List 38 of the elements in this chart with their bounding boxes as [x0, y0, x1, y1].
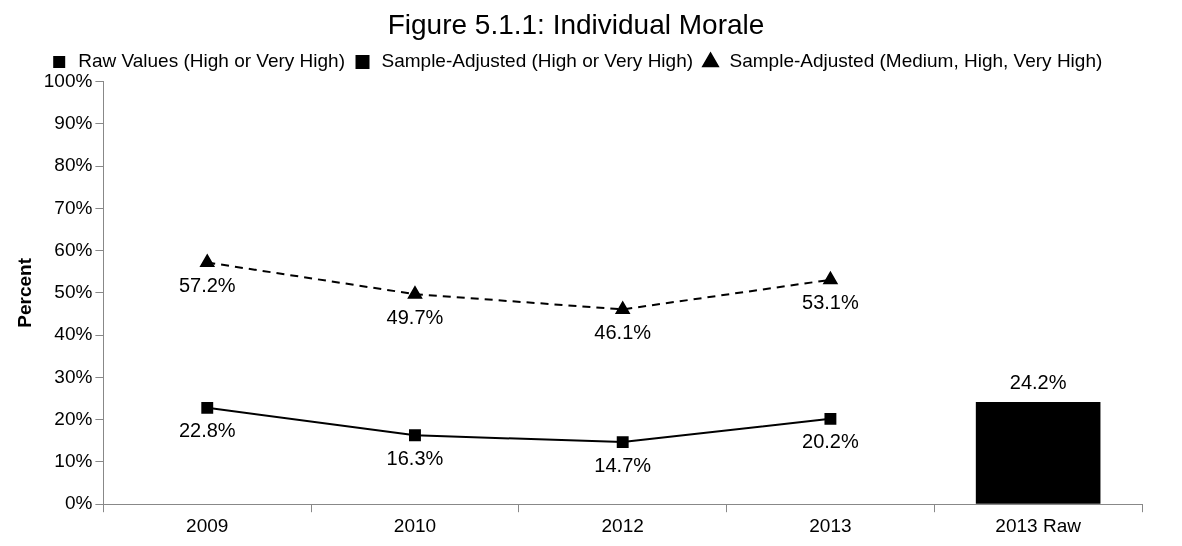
- point: [407, 286, 423, 299]
- y-tick-label: 10%: [54, 450, 93, 472]
- data-label: 20.2%: [802, 430, 859, 453]
- point: [201, 401, 214, 414]
- point: [616, 436, 629, 449]
- point: [824, 412, 837, 425]
- data-label: 22.8%: [178, 419, 236, 442]
- y-tick-label: 40%: [54, 323, 93, 345]
- data-label: 49.7%: [386, 305, 444, 328]
- x-tick-label: 2013: [809, 514, 852, 536]
- chart-title: Figure 5.1.1: Individual Morale: [387, 8, 765, 40]
- data-label: 46.1%: [594, 320, 652, 343]
- y-tick-label: 30%: [54, 365, 93, 387]
- y-tick-label: 80%: [54, 154, 93, 176]
- x-tick-label: 2009: [186, 514, 229, 536]
- y-tick-label: 50%: [54, 281, 93, 303]
- point: [823, 271, 838, 285]
- legend-label: Sample-Adjusted (Medium, High, Very High): [729, 50, 1103, 72]
- data-label: 16.3%: [386, 446, 444, 469]
- x-tick-label: 2010: [393, 514, 437, 536]
- y-tick-label: 20%: [54, 407, 93, 429]
- x-tick-label: 2012: [601, 514, 644, 536]
- y-tick-label: 100%: [43, 69, 93, 91]
- legend-label: Sample-Adjusted (High or Very High): [381, 50, 694, 72]
- point: [409, 429, 421, 442]
- y-tick-label: 60%: [54, 238, 93, 260]
- y-tick-label: 70%: [54, 196, 93, 218]
- data-label: 14.7%: [594, 453, 652, 476]
- point: [200, 254, 215, 267]
- y-axis-title: Percent: [13, 257, 35, 328]
- y-tick-label: 0%: [64, 492, 93, 514]
- data-label: 24.2%: [1009, 371, 1067, 394]
- y-tick-label: 90%: [54, 112, 93, 134]
- x-tick-label: 2013 Raw: [995, 514, 1082, 536]
- data-label: 53.1%: [802, 291, 859, 314]
- legend-label: Raw Values (High or Very High): [78, 50, 346, 72]
- point: [615, 301, 630, 314]
- data-label: 57.2%: [178, 273, 236, 296]
